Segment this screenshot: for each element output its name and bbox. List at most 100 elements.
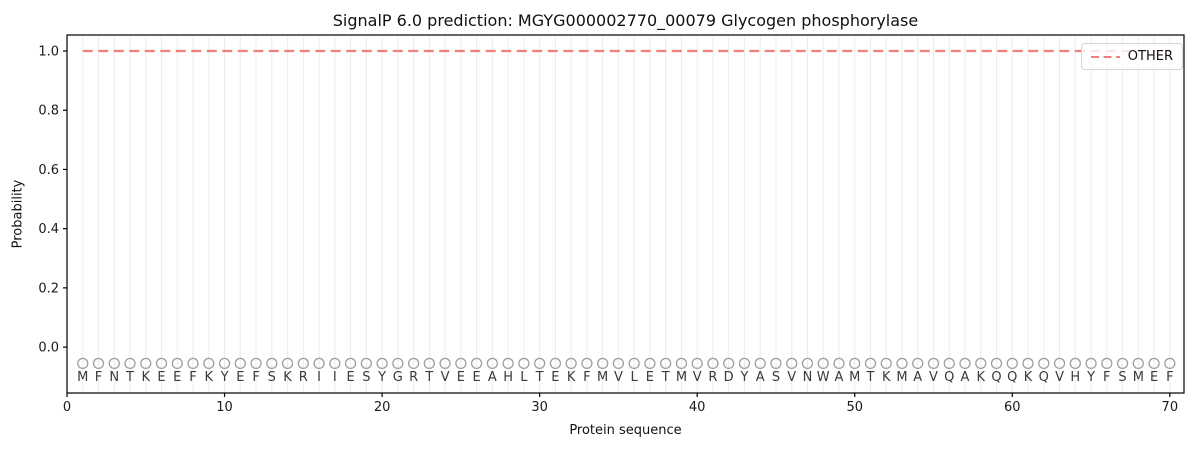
residue-marker — [597, 357, 609, 370]
residue-marker — [470, 357, 483, 370]
residue-marker — [234, 357, 246, 370]
residue-letter: F — [1103, 370, 1110, 385]
residue-letter: E — [173, 370, 181, 385]
residue-marker — [1148, 357, 1160, 370]
residue-letter: M — [849, 370, 860, 385]
residue-marker — [297, 357, 309, 370]
residue-letter: I — [317, 370, 321, 385]
residue-letter: F — [583, 370, 590, 385]
residue-marker — [549, 357, 562, 370]
residue-letter: K — [977, 370, 986, 385]
residue-marker — [817, 357, 829, 370]
residue-marker — [1038, 357, 1050, 370]
residue-letter: A — [913, 370, 922, 385]
x-tick-label: 70 — [1162, 400, 1179, 415]
residue-marker — [502, 357, 514, 370]
y-tick-label: 1.0 — [38, 44, 59, 59]
residue-letter: N — [803, 370, 813, 385]
residue-letter: M — [77, 370, 88, 385]
residue-marker — [313, 357, 325, 370]
residue-marker — [155, 357, 168, 370]
residue-letter: K — [882, 370, 891, 385]
residue-marker — [171, 357, 183, 370]
residue-marker — [880, 357, 892, 370]
residue-letter: K — [205, 370, 214, 385]
residue-letter: T — [125, 370, 134, 385]
x-axis-label: Protein sequence — [569, 423, 682, 438]
residue-marker — [786, 357, 798, 370]
y-tick-label: 0.4 — [38, 222, 59, 237]
residue-letter: G — [393, 370, 403, 385]
residue-letter: K — [567, 370, 576, 385]
residue-marker — [896, 357, 908, 370]
residue-marker — [124, 357, 136, 370]
residue-marker — [486, 357, 499, 370]
residue-marker — [770, 357, 782, 370]
x-tick-label: 50 — [846, 400, 863, 415]
residue-letter: I — [333, 370, 337, 385]
residue-letter: Y — [1086, 370, 1095, 385]
residue-letter: F — [189, 370, 196, 385]
plot-frame — [66, 34, 1185, 394]
chart-title: SignalP 6.0 prediction: MGYG000002770_00… — [332, 11, 919, 30]
residue-marker — [1053, 357, 1066, 370]
residue-letter: N — [109, 370, 119, 385]
x-tick-label: 20 — [374, 400, 391, 415]
residue-marker — [754, 357, 766, 370]
residue-marker — [392, 357, 404, 370]
residue-letter: V — [614, 370, 623, 385]
residue-letter: Y — [220, 370, 229, 385]
residue-letter: Q — [1007, 370, 1017, 385]
residue-letter: F — [1166, 370, 1173, 385]
residue-marker — [849, 357, 861, 370]
residue-marker — [203, 357, 215, 370]
residue-letter: T — [866, 370, 875, 385]
residue-marker — [423, 357, 436, 370]
residue-letter: E — [157, 370, 165, 385]
residue-marker — [77, 357, 89, 370]
residue-marker — [1164, 357, 1176, 370]
residue-letter: K — [283, 370, 292, 385]
residue-letter: R — [409, 370, 418, 385]
residue-marker — [612, 357, 625, 370]
x-tick-label: 60 — [1004, 400, 1021, 415]
residue-letter: A — [756, 370, 765, 385]
residue-marker — [218, 357, 231, 370]
residue-marker — [533, 357, 546, 370]
residue-marker — [439, 357, 451, 370]
residue-letter: S — [362, 370, 370, 385]
residue-letter: Q — [1039, 370, 1049, 385]
residue-letter: K — [1024, 370, 1033, 385]
legend-dashed-line-icon — [1091, 55, 1120, 58]
residue-marker — [1101, 357, 1113, 370]
residue-letter: L — [631, 370, 639, 385]
residue-marker — [140, 357, 152, 370]
residue-marker — [266, 357, 278, 370]
residue-marker — [660, 357, 672, 370]
residue-marker — [1006, 357, 1018, 370]
residue-marker — [250, 357, 262, 370]
residue-marker — [281, 357, 294, 370]
residue-marker — [407, 357, 420, 370]
residue-marker — [1085, 357, 1097, 370]
residue-marker — [1132, 357, 1144, 370]
residue-letter: S — [1118, 370, 1126, 385]
residue-marker — [1022, 357, 1034, 370]
residue-letter: V — [1055, 370, 1064, 385]
residue-marker — [975, 357, 987, 370]
residue-letter: V — [441, 370, 450, 385]
residue-letter: H — [1070, 370, 1080, 385]
residue-marker — [187, 357, 199, 370]
residue-marker — [1116, 357, 1129, 370]
residue-marker — [691, 357, 703, 370]
residue-letter: D — [724, 370, 734, 385]
legend: OTHER — [1081, 43, 1183, 70]
residue-marker — [360, 357, 372, 370]
residue-letter: M — [597, 370, 608, 385]
residue-marker — [565, 357, 577, 370]
residue-letter: S — [772, 370, 780, 385]
residue-letter: T — [424, 370, 433, 385]
residue-letter: T — [535, 370, 544, 385]
